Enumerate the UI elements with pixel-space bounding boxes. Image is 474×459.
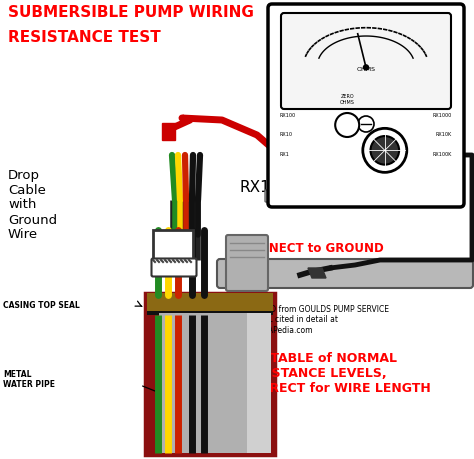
Circle shape bbox=[335, 113, 359, 137]
FancyBboxPatch shape bbox=[152, 258, 197, 276]
Bar bbox=[145, 293, 275, 455]
Text: METAL
WATER PIPE: METAL WATER PIPE bbox=[3, 370, 55, 389]
Text: RESISTANCE TEST: RESISTANCE TEST bbox=[8, 30, 161, 45]
Text: CASING TOP SEAL: CASING TOP SEAL bbox=[3, 301, 80, 309]
Text: Drop
Cable
with
Ground
Wire: Drop Cable with Ground Wire bbox=[8, 168, 57, 241]
FancyBboxPatch shape bbox=[265, 190, 285, 202]
Text: OHMS: OHMS bbox=[356, 67, 375, 72]
Text: RX100K: RX100K bbox=[240, 180, 300, 196]
Bar bbox=[153, 230, 193, 260]
Text: CONNECT to GROUND: CONNECT to GROUND bbox=[240, 241, 384, 254]
Text: RX10K: RX10K bbox=[436, 132, 452, 137]
Bar bbox=[147, 293, 273, 311]
Text: SUBMERSIBLE PUMP WIRING: SUBMERSIBLE PUMP WIRING bbox=[8, 5, 254, 20]
Bar bbox=[147, 311, 273, 315]
Text: RX1: RX1 bbox=[280, 152, 290, 157]
Text: RX10: RX10 bbox=[280, 132, 293, 137]
FancyBboxPatch shape bbox=[268, 4, 464, 207]
Circle shape bbox=[363, 129, 407, 172]
Text: RX1000: RX1000 bbox=[433, 113, 452, 118]
FancyBboxPatch shape bbox=[226, 235, 268, 291]
Text: RX100: RX100 bbox=[280, 113, 296, 118]
Text: ADAPTED from GOULDS PUMP SERVICE
MANUAL cited in detail at
InspectAPedia.com: ADAPTED from GOULDS PUMP SERVICE MANUAL … bbox=[240, 305, 389, 335]
FancyBboxPatch shape bbox=[281, 13, 451, 109]
Polygon shape bbox=[162, 123, 175, 140]
Text: SEE TABLE of NORMAL
RESISTANCE LEVELS,
CORRECT for WIRE LENGTH: SEE TABLE of NORMAL RESISTANCE LEVELS, C… bbox=[240, 352, 431, 395]
Polygon shape bbox=[308, 268, 326, 278]
Text: RX100K: RX100K bbox=[433, 152, 452, 157]
Text: ZERO
OHMS: ZERO OHMS bbox=[340, 94, 355, 105]
FancyBboxPatch shape bbox=[217, 259, 473, 288]
Circle shape bbox=[364, 65, 368, 70]
Bar bbox=[247, 313, 271, 453]
Bar bbox=[159, 313, 261, 453]
Circle shape bbox=[358, 116, 374, 132]
Circle shape bbox=[371, 136, 399, 165]
